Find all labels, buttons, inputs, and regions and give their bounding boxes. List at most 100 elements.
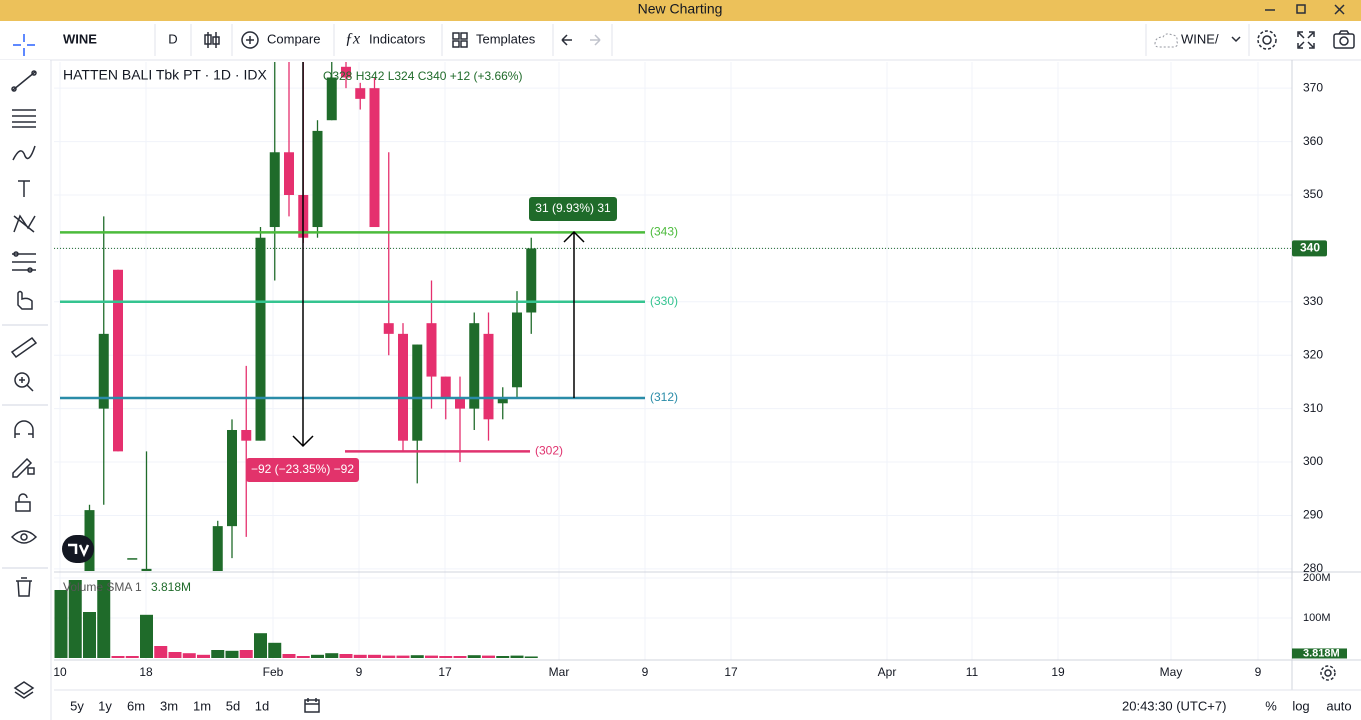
redo[interactable] [590, 34, 601, 46]
window-controls[interactable] [1265, 4, 1345, 15]
x-tick-label: 10 [53, 665, 67, 679]
candle-body [212, 526, 223, 571]
volume-bar [368, 654, 381, 658]
x-tick-label: May [1160, 665, 1183, 679]
level-label: (343) [650, 225, 678, 239]
interval[interactable]: D [168, 31, 177, 46]
undo[interactable] [561, 34, 572, 46]
scale-option[interactable]: auto [1326, 698, 1351, 713]
scale-option[interactable]: % [1265, 698, 1277, 713]
timeframe-button[interactable]: 5d [226, 698, 240, 713]
volume-bar [296, 656, 310, 658]
y-tick-label: 290 [1303, 508, 1323, 522]
candle-body [127, 558, 138, 560]
timeframe-button[interactable]: 1m [193, 698, 211, 713]
drawing-tools[interactable] [2, 34, 48, 699]
volume-last-label: 3.818M [1303, 647, 1340, 659]
axis-settings[interactable] [1320, 665, 1336, 681]
volume-bar [54, 590, 68, 658]
candle-body [497, 397, 508, 404]
indicators-button[interactable]: Indicators [369, 31, 426, 46]
grid [54, 62, 1292, 660]
level-label: (330) [650, 294, 678, 308]
templates-icon[interactable] [452, 32, 468, 48]
candle-body [355, 88, 366, 99]
candle-body [369, 88, 380, 228]
timeframe-button[interactable]: 6m [127, 698, 145, 713]
templates-button[interactable]: Templates [476, 31, 536, 46]
window-title: New Charting [638, 1, 723, 17]
volume-title: Volume SMA 1 [63, 580, 142, 594]
clock: 20:43:30 (UTC+7) [1122, 698, 1226, 713]
volume-bar [254, 633, 267, 658]
settings-button[interactable] [1257, 30, 1277, 50]
volume-bar [311, 654, 324, 658]
top-toolbar [0, 21, 1361, 60]
dropdown[interactable] [1231, 36, 1241, 43]
overlays: 280 290 300 310 320 330 340 350 360 370 10 18 Feb 9 17… [53, 62, 1347, 679]
timeframe-button[interactable]: 3m [160, 698, 178, 713]
volume-bar [425, 655, 438, 658]
chart-style-button[interactable] [204, 32, 220, 48]
volume-bar [382, 655, 396, 658]
volume-bar [168, 652, 182, 658]
volume-bar [467, 655, 481, 658]
volume-bar [482, 655, 495, 658]
volume-bar [68, 580, 82, 658]
volume-bar [325, 653, 339, 658]
y-tick-label: 310 [1303, 401, 1323, 415]
volume-bar [182, 653, 196, 658]
volume-bar [353, 654, 367, 658]
y-tick-label: 350 [1303, 187, 1323, 201]
candle-body [113, 269, 123, 452]
title-bar [0, 0, 1361, 21]
timeframe-button[interactable]: 1y [98, 698, 112, 713]
candle-body [141, 568, 152, 571]
watchlist[interactable]: WINE/ [1181, 31, 1219, 46]
scale-option[interactable]: log [1292, 698, 1309, 713]
compare-button[interactable]: Compare [267, 31, 320, 46]
candle-body [269, 152, 280, 228]
bottom-toolbar: 5y 1y 6m 3m 1m 5d 1d% log auto [70, 698, 1352, 713]
price-pane [54, 62, 1292, 571]
volume-bar [396, 655, 410, 658]
timeframe-button[interactable]: 5y [70, 698, 84, 713]
symbol[interactable]: WINE [63, 31, 97, 46]
x-tick-label: 9 [356, 665, 363, 679]
level-label: (312) [650, 390, 678, 404]
measure-label: −92 (−23.35%) −92 [251, 462, 354, 476]
volume-bar [282, 654, 296, 658]
measure-label: 31 (9.93%) 31 [535, 201, 611, 215]
volume-bar [111, 656, 125, 658]
legend-values: O328 H342 L324 C340 +12 (+3.66%) [323, 69, 522, 83]
volume-bar [83, 612, 96, 658]
volume-bar [197, 654, 210, 658]
measure-arrow [563, 230, 585, 398]
volume-bar [496, 656, 510, 658]
candle-body [512, 312, 522, 388]
candle-body [255, 237, 266, 441]
snapshot-button[interactable] [1333, 30, 1355, 49]
x-tick-label: 9 [642, 665, 649, 679]
y-tick-label: 330 [1303, 294, 1323, 308]
volume-pane [54, 580, 538, 658]
x-tick-label: Apr [878, 665, 897, 679]
last-price-tag [1292, 240, 1327, 257]
separators [154, 24, 1250, 56]
x-tick-label: 17 [438, 665, 452, 679]
x-tick-label: 9 [1255, 665, 1262, 679]
fullscreen-button[interactable] [1297, 31, 1315, 49]
volume-tick-label: 100M [1303, 612, 1331, 624]
x-tick-label: 18 [139, 665, 153, 679]
y-tick-label: 320 [1303, 347, 1323, 361]
level-label: (302) [535, 444, 563, 458]
volume-bar [510, 655, 524, 658]
volume-bar [439, 656, 453, 658]
goto-date[interactable] [304, 698, 320, 713]
timeframe-button[interactable]: 1d [255, 698, 269, 713]
compare-icon[interactable] [241, 31, 259, 49]
fx-icon[interactable]: ƒx [345, 31, 360, 48]
volume-bar [524, 656, 538, 658]
candle-body [455, 397, 465, 409]
volume-bar [453, 656, 467, 658]
